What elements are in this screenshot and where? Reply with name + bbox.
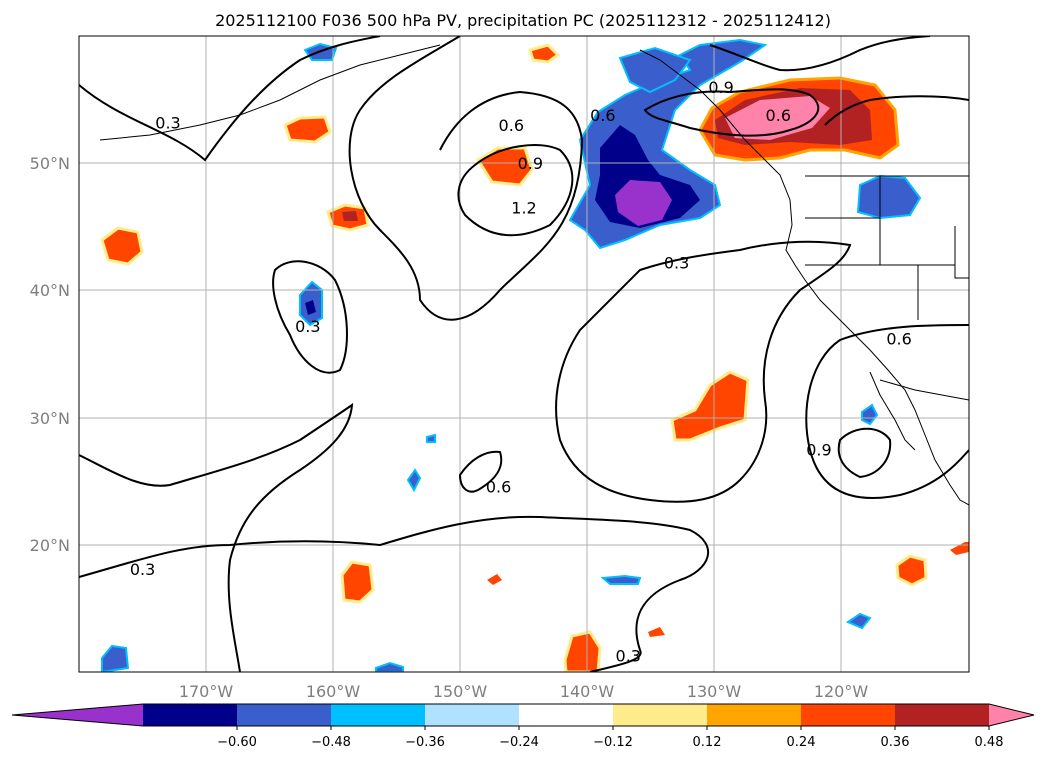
pv-contour: [458, 450, 503, 493]
precip-region: [861, 403, 879, 426]
contour-label: 0.3: [616, 646, 641, 665]
precip-region: [845, 612, 872, 630]
colorbar-extend-min: [12, 704, 143, 726]
pv-contour: [79, 402, 354, 672]
precip-region: [618, 46, 692, 94]
map-frame: [78, 35, 970, 673]
aleutian-islands: [99, 44, 441, 141]
colorbar-tick-label: 0.36: [881, 735, 910, 750]
lon-label-120w: 120°W: [814, 682, 869, 701]
colorbar-segment: [331, 704, 426, 726]
precip-region: [487, 574, 502, 585]
lat-label-50n: 50°N: [30, 154, 70, 173]
contour-label: 0.9: [708, 78, 733, 97]
pv-contour: [79, 36, 381, 162]
pv-contour: [643, 88, 820, 137]
contour-label: 1.2: [511, 199, 536, 218]
colorbar-tick-label: 0.12: [693, 735, 722, 750]
colorbar-segment: [801, 704, 896, 726]
contour-label: 0.9: [806, 440, 831, 459]
coastline-baja: [869, 371, 916, 451]
colorbar-extend-max: [989, 704, 1034, 726]
precip-region: [600, 574, 642, 585]
contour-label: 0.3: [664, 253, 689, 272]
precip-region: [670, 370, 750, 442]
lat-axis-labels: 50°N 40°N 30°N 20°N: [30, 154, 70, 555]
precip-region: [563, 630, 602, 672]
colorbar-tick-label: −0.48: [311, 735, 351, 750]
colorbar: −0.60 −0.48 −0.36 −0.24 −0.12 0.12 0.24 0.36 0.4…: [11, 703, 1035, 750]
border-us-mexico: [879, 379, 969, 401]
lon-label-150w: 150°W: [433, 682, 488, 701]
lat-label-30n: 30°N: [30, 409, 70, 428]
precip-region: [100, 226, 144, 266]
precip-region: [305, 300, 316, 315]
colorbar-tick-label: −0.12: [593, 735, 633, 750]
precip-region: [406, 468, 422, 493]
pv-contour: [805, 324, 969, 499]
colorbar-segment: [895, 704, 990, 726]
contour-label: 0.3: [155, 113, 180, 132]
precip-region: [725, 96, 830, 140]
colorbar-segment: [143, 704, 238, 726]
gridlines: [79, 36, 969, 672]
contour-label: 0.6: [486, 477, 511, 496]
contour-label: 0.9: [518, 154, 543, 173]
precip-region: [895, 554, 928, 587]
pv-contour: [79, 515, 710, 672]
colorbar-segment: [519, 704, 614, 726]
coastlines: [99, 44, 969, 506]
lon-axis-labels: 170°W 160°W 150°W 140°W 130°W 120°W: [179, 682, 869, 701]
colorbar-segment: [613, 704, 708, 726]
map-panel: 0.3 0.6 0.9 1.2 0.3 0.3 0.6 0.9 0.6 0.6 0.9 0.6 0.3 0…: [78, 35, 970, 673]
pv-contour: [824, 95, 969, 126]
lat-label-40n: 40°N: [30, 281, 70, 300]
lon-label-160w: 160°W: [306, 682, 361, 701]
precip-region: [648, 627, 665, 637]
precip-region: [426, 433, 436, 443]
pv-contour: [272, 260, 348, 374]
precip-region: [375, 661, 404, 672]
pv-contour: [837, 427, 892, 479]
figure-title: 2025112100 F036 500 hPa PV, precipitatio…: [215, 11, 831, 30]
pv-contour: [555, 240, 852, 503]
colorbar-outline: [11, 703, 1035, 727]
colorbar-segment: [707, 704, 802, 726]
precip-region: [475, 146, 534, 187]
precip-region: [340, 560, 375, 604]
precipitation-shading: [100, 38, 969, 672]
colorbar-segment: [425, 704, 520, 726]
colorbar-tick-label: −0.36: [405, 735, 445, 750]
pv-contour: [709, 36, 931, 72]
precip-region: [283, 115, 332, 144]
border-states: [805, 176, 969, 320]
coastline-north-america: [639, 49, 969, 506]
precip-region: [342, 211, 358, 221]
contour-label: 0.3: [295, 317, 320, 336]
colorbar-tick-label: −0.24: [499, 735, 539, 750]
contour-labels: 0.3 0.6 0.9 1.2 0.3 0.3 0.6 0.9 0.6 0.6 0.9 0.6 0.3 0…: [130, 78, 912, 666]
lon-label-130w: 130°W: [687, 682, 742, 701]
lon-label-170w: 170°W: [179, 682, 234, 701]
precip-region: [615, 180, 672, 226]
contour-label: 0.6: [886, 330, 911, 349]
contour-label: 0.6: [766, 106, 791, 125]
pv-contours: [79, 36, 969, 672]
colorbar-tick-label: 0.24: [787, 735, 816, 750]
lat-label-20n: 20°N: [30, 536, 70, 555]
pv-contour: [457, 144, 574, 237]
contour-label: 0.3: [130, 560, 155, 579]
pv-contour: [348, 36, 584, 321]
lon-label-140w: 140°W: [560, 682, 615, 701]
colorbar-tick-label: 0.48: [975, 735, 1004, 750]
colorbar-tick-label: −0.60: [217, 735, 257, 750]
contour-label: 0.6: [590, 106, 615, 125]
precip-region: [528, 43, 561, 64]
colorbar-segment: [237, 704, 332, 726]
contour-label: 0.6: [499, 116, 524, 135]
precip-region: [101, 644, 130, 672]
